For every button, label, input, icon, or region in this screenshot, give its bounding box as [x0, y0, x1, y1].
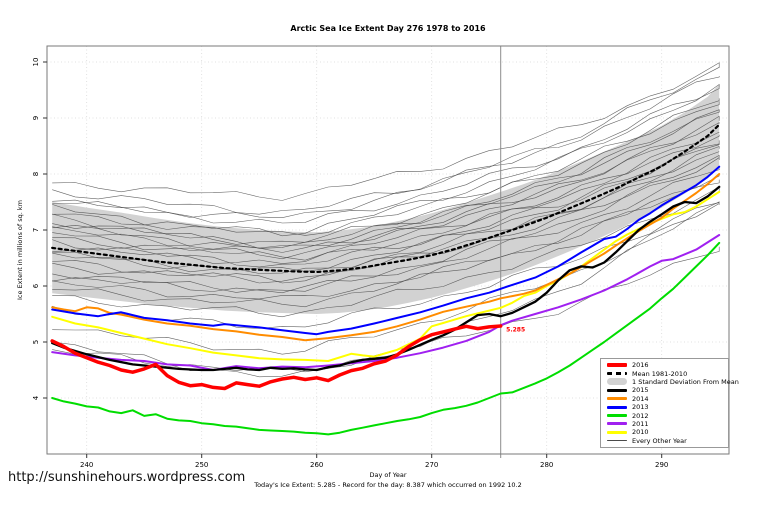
legend-label: 2010	[632, 428, 649, 437]
line-swatch	[607, 363, 627, 368]
other-year-line	[52, 154, 720, 294]
legend-label: Every Other Year	[632, 436, 687, 445]
legend-item: 2011	[607, 420, 728, 428]
legend-line-swatch	[607, 388, 627, 392]
other-year-line	[52, 140, 720, 272]
other-year-line	[52, 146, 720, 284]
legend-line-swatch	[607, 440, 627, 442]
y-tick-label: 4	[32, 395, 40, 400]
source-url: http://sunshinehours.wordpress.com	[8, 470, 246, 485]
line-swatch	[607, 388, 627, 392]
std-dev-band	[52, 84, 720, 315]
series-mean-1981-2010	[51, 123, 721, 274]
legend-line-swatch	[607, 397, 627, 401]
other-year-line	[52, 143, 720, 268]
legend-line-swatch	[607, 414, 627, 418]
y-tick-label: 5	[32, 340, 40, 344]
line-swatch	[607, 372, 627, 376]
x-tick-label: 270	[425, 461, 438, 469]
legend-label: 2016	[632, 361, 649, 370]
y-tick-label: 10	[32, 58, 40, 67]
other-year-line	[52, 62, 720, 201]
series-2013	[51, 165, 721, 336]
legend-box: 2016 Mean 1981-2010 1 Standard Deviation F…	[600, 358, 739, 448]
line-swatch	[607, 414, 627, 418]
y-tick-label: 9	[32, 116, 40, 120]
series-2015	[51, 185, 721, 372]
legend-label: 2014	[632, 394, 649, 403]
other-year-line	[52, 131, 720, 264]
legend-line-swatch	[607, 430, 627, 434]
other-year-line	[52, 168, 720, 293]
other-year-line	[52, 109, 720, 249]
legend-item: 1 Standard Deviation From Mean	[607, 378, 739, 386]
line-swatch	[607, 397, 627, 401]
legend-label: 2015	[632, 386, 649, 395]
legend-item: Every Other Year	[607, 437, 728, 445]
other-year-line	[52, 186, 720, 318]
line-swatch	[607, 422, 627, 426]
other-year-line	[52, 134, 720, 261]
other-year-line	[52, 202, 720, 355]
y-tick-label: 7	[32, 228, 40, 232]
other-year-line	[52, 151, 720, 274]
chart-caption: Today's Ice Extent: 5.285 - Record for t…	[254, 481, 522, 489]
legend-line-swatch	[607, 405, 627, 409]
other-year-line	[52, 179, 720, 300]
x-axis-title: Day of Year	[369, 471, 407, 479]
ice-extent-annotation: 5.285	[506, 327, 525, 334]
other-year-line	[52, 174, 720, 308]
chart-title: Arctic Sea Ice Extent Day 276 1978 to 20…	[290, 24, 486, 33]
legend-item: 2015	[607, 386, 728, 394]
other-year-line	[52, 66, 720, 219]
plot-border	[46, 45, 730, 455]
line-swatch	[607, 430, 627, 434]
legend-item: 2012	[607, 412, 728, 420]
legend-item: 2013	[607, 403, 728, 411]
series-2010	[51, 190, 721, 362]
line-swatch	[607, 440, 627, 442]
series-2012	[51, 241, 721, 436]
other-year-line	[52, 115, 720, 260]
other-year-line	[52, 101, 720, 236]
y-tick-label: 6	[32, 283, 40, 288]
legend-label: 1 Standard Deviation From Mean	[632, 377, 739, 386]
y-axis-title: Ice Extent in millions of sq. km	[16, 200, 24, 300]
legend-label: Mean 1981-2010	[632, 369, 688, 378]
other-year-line	[52, 98, 720, 245]
x-tick-label: 240	[80, 461, 93, 469]
band-swatch	[607, 378, 627, 386]
x-tick-label: 290	[655, 461, 668, 469]
legend-label: 2012	[632, 411, 649, 420]
legend-label: 2013	[632, 403, 649, 412]
other-year-line	[52, 76, 720, 215]
legend-item: 2010	[607, 428, 728, 436]
legend-line-swatch	[607, 372, 627, 376]
y-tick-label: 8	[32, 172, 40, 176]
x-tick-label: 280	[540, 461, 553, 469]
other-year-line	[52, 83, 720, 237]
series-2011	[51, 234, 721, 371]
x-tick-label: 260	[310, 461, 323, 469]
other-year-line	[52, 109, 720, 249]
other-year-line	[52, 122, 720, 253]
legend-label: 2011	[632, 419, 649, 428]
legend-line-swatch	[607, 422, 627, 426]
x-tick-label: 250	[195, 461, 208, 469]
legend-band-swatch	[607, 378, 627, 386]
legend-item: Mean 1981-2010	[607, 370, 728, 378]
legend-item: 2016	[607, 361, 728, 369]
line-swatch	[607, 405, 627, 409]
legend-line-swatch	[607, 363, 627, 368]
legend-item: 2014	[607, 395, 728, 403]
series-2016	[50, 324, 503, 391]
